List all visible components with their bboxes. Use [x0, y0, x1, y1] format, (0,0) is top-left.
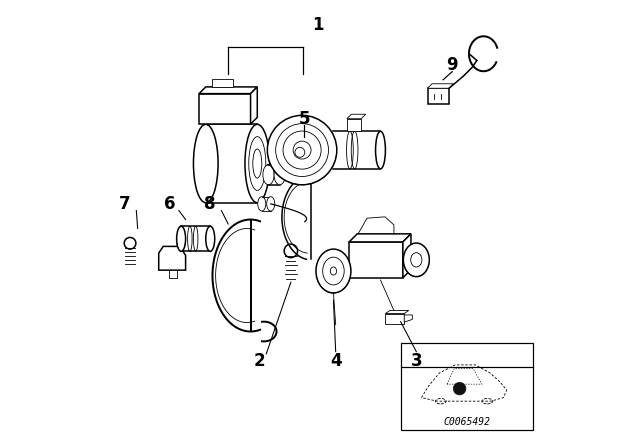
Bar: [347, 119, 361, 131]
Ellipse shape: [263, 165, 274, 185]
Polygon shape: [251, 87, 257, 124]
Bar: [428, 88, 449, 104]
Text: C0065492: C0065492: [444, 417, 490, 427]
Bar: [212, 79, 233, 87]
Polygon shape: [349, 242, 403, 278]
Ellipse shape: [258, 197, 266, 211]
Polygon shape: [403, 234, 411, 278]
Text: 3: 3: [410, 352, 422, 370]
Bar: [401, 343, 533, 430]
Ellipse shape: [376, 131, 385, 169]
Polygon shape: [404, 315, 412, 322]
Polygon shape: [385, 310, 409, 314]
Ellipse shape: [267, 197, 275, 211]
Ellipse shape: [274, 165, 285, 185]
Polygon shape: [159, 246, 186, 270]
Text: 4: 4: [330, 352, 342, 370]
Ellipse shape: [268, 116, 337, 185]
Ellipse shape: [276, 124, 328, 177]
Ellipse shape: [245, 125, 269, 202]
Polygon shape: [169, 270, 177, 278]
Polygon shape: [199, 87, 257, 94]
Text: 6: 6: [164, 195, 175, 213]
Ellipse shape: [293, 141, 311, 159]
Text: 2: 2: [253, 352, 266, 370]
Text: 7: 7: [119, 195, 131, 213]
Polygon shape: [349, 234, 411, 242]
Polygon shape: [199, 94, 251, 124]
Text: 9: 9: [446, 56, 458, 74]
Ellipse shape: [403, 243, 429, 277]
Text: 5: 5: [299, 110, 310, 128]
Polygon shape: [428, 84, 454, 88]
Ellipse shape: [283, 131, 321, 169]
Polygon shape: [347, 114, 365, 119]
Polygon shape: [385, 314, 404, 324]
Text: 1: 1: [312, 16, 323, 34]
Text: 8: 8: [205, 195, 216, 213]
Ellipse shape: [453, 383, 466, 395]
Ellipse shape: [193, 125, 218, 202]
Ellipse shape: [177, 226, 186, 251]
Ellipse shape: [316, 249, 351, 293]
Ellipse shape: [206, 226, 215, 251]
